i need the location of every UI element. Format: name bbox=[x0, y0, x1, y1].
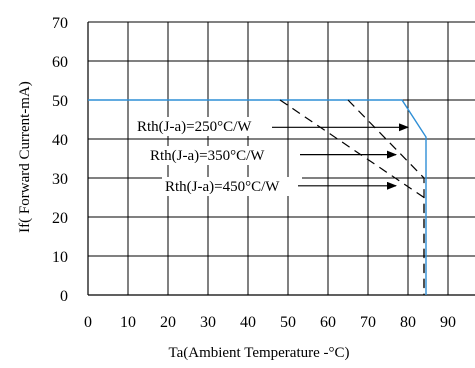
annotations: Rth(J-a)=250°C/W Rth(J-a)=350°C/W Rth(J-a)… bbox=[134, 117, 408, 196]
y-tick-label: 10 bbox=[52, 249, 68, 266]
y-tick-label: 70 bbox=[52, 15, 68, 32]
tick-labels: 0 10 20 30 40 50 60 70 80 90 0 10 20 30 40 50 60 70 bbox=[52, 15, 456, 331]
x-tick-label: 60 bbox=[320, 314, 336, 331]
y-tick-label: 50 bbox=[52, 93, 68, 110]
y-tick-label: 30 bbox=[52, 171, 68, 188]
series-line-2 bbox=[348, 100, 424, 295]
x-tick-label: 0 bbox=[84, 314, 92, 331]
x-tick-label: 40 bbox=[240, 314, 256, 331]
y-tick-label: 20 bbox=[52, 210, 68, 227]
y-tick-label: 0 bbox=[60, 288, 68, 305]
series-line-3 bbox=[280, 100, 424, 295]
x-tick-label: 20 bbox=[160, 314, 176, 331]
annotation-label: Rth(J-a)=450°C/W bbox=[165, 179, 280, 195]
x-tick-label: 50 bbox=[280, 314, 296, 331]
annotation-label: Rth(J-a)=350°C/W bbox=[150, 148, 265, 164]
x-tick-label: 30 bbox=[200, 314, 216, 331]
y-tick-label: 40 bbox=[52, 132, 68, 149]
annotation-label: Rth(J-a)=250°C/W bbox=[137, 119, 252, 135]
rth-annotation-1: Rth(J-a)=250°C/W bbox=[134, 117, 408, 136]
x-tick-label: 90 bbox=[440, 314, 456, 331]
x-axis-title: Ta(Ambient Temperature -°C) bbox=[168, 345, 349, 361]
y-axis-title: If( Forward Current-mA) bbox=[17, 81, 33, 233]
x-tick-label: 10 bbox=[120, 314, 136, 331]
rth-annotation-2: Rth(J-a)=350°C/W bbox=[147, 146, 396, 165]
x-tick-label: 80 bbox=[400, 314, 416, 331]
y-tick-label: 60 bbox=[52, 54, 68, 71]
x-tick-label: 70 bbox=[360, 314, 376, 331]
rth-annotation-3: Rth(J-a)=450°C/W bbox=[162, 177, 396, 196]
